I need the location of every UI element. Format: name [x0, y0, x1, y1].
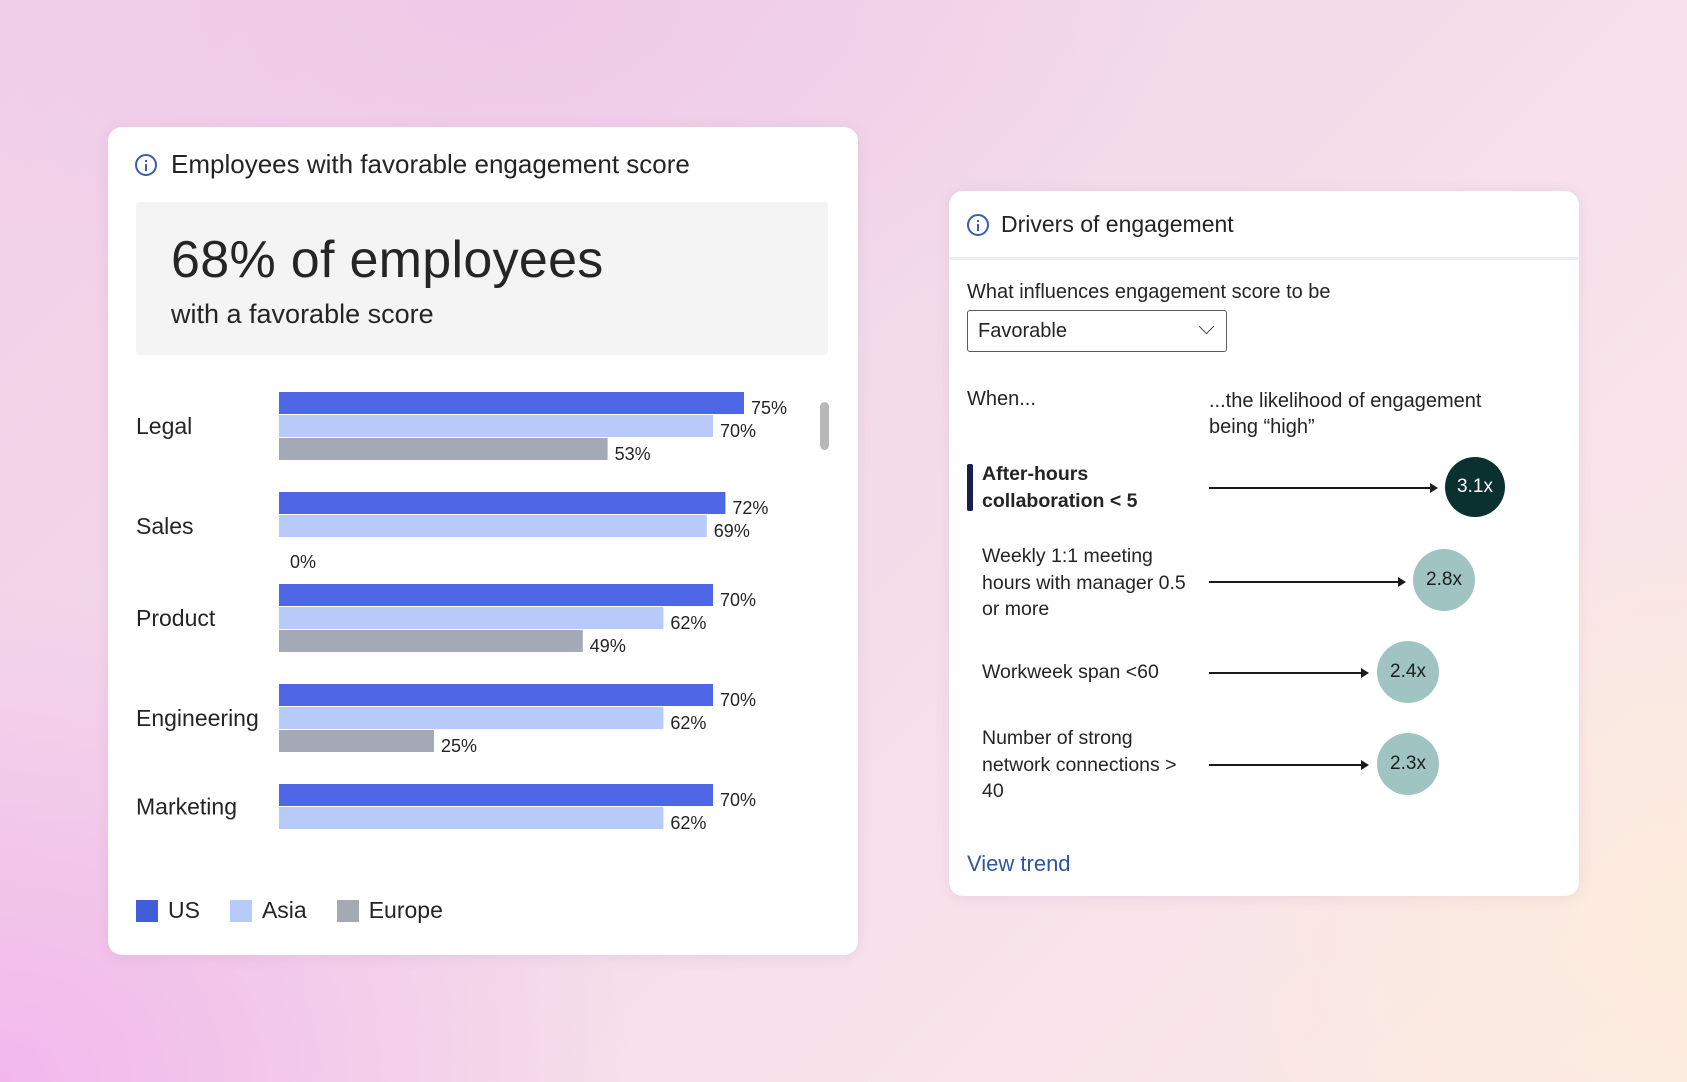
driver-arrow [1209, 577, 1406, 587]
summary-box: 68% of employees with a favorable score [136, 202, 828, 355]
bar-sales-us[interactable] [279, 492, 726, 514]
bar-engineering-us[interactable] [279, 684, 713, 706]
category-label-product: Product [136, 605, 216, 631]
engagement-card-header: Employees with favorable engagement scor… [135, 149, 690, 180]
dropdown-selected-value: Favorable [978, 319, 1067, 342]
data-label-product-asia: 62% [670, 613, 706, 633]
bar-product-asia[interactable] [279, 607, 664, 629]
data-label-sales-us: 72% [732, 498, 768, 518]
legend-item-us: US [136, 897, 200, 924]
drivers-card-header: Drivers of engagement [967, 211, 1234, 238]
column-header-likelihood: ...the likelihood of engagement being “h… [1209, 390, 1482, 438]
bar-product-europe[interactable] [279, 630, 583, 652]
engagement-score-card: Employees with favorable engagement scor… [108, 127, 858, 955]
category-label-marketing: Marketing [136, 794, 237, 820]
influence-question: What influences engagement score to be [967, 281, 1331, 303]
bar-legal-europe[interactable] [279, 438, 608, 460]
legend-label-asia: Asia [261, 897, 307, 923]
legend-swatch-asia [229, 899, 252, 922]
data-label-engineering-us: 70% [720, 690, 756, 710]
legend-item-europe: Europe [336, 897, 443, 924]
driver-label-workweek-span: Workweek span <60 [982, 661, 1159, 683]
data-label-engineering-asia: 62% [670, 713, 706, 733]
data-label-product-us: 70% [720, 590, 756, 610]
driver-bubble-network-connections: 2.3x [1377, 733, 1439, 795]
data-label-marketing-asia: 62% [670, 813, 706, 833]
bar-legal-asia[interactable] [279, 415, 713, 437]
legend-label-us: US [168, 897, 200, 923]
data-label-marketing-us: 70% [720, 790, 756, 810]
info-icon[interactable] [967, 213, 989, 236]
driver-bubble-after-hours: 3.1x [1445, 457, 1505, 517]
driver-label-network-connections: Number of strong network connections > 4… [982, 727, 1177, 802]
bar-legal-us[interactable] [279, 392, 744, 414]
driver-arrow [1209, 668, 1369, 678]
data-label-sales-asia: 69% [714, 521, 750, 541]
data-label-legal-asia: 70% [720, 421, 756, 441]
bar-marketing-asia[interactable] [279, 807, 664, 829]
category-label-sales: Sales [136, 513, 194, 539]
driver-label-weekly-meeting: Weekly 1:1 meeting hours with manager 0.… [982, 545, 1186, 620]
column-header-when: When... [967, 388, 1036, 410]
summary-subheadline: with a favorable score [171, 299, 434, 329]
legend-swatch-europe [336, 899, 359, 922]
legend-swatch-us [136, 899, 158, 922]
data-label-engineering-europe: 25% [441, 736, 477, 756]
data-label-sales-europe: 0% [290, 552, 316, 572]
info-icon[interactable] [135, 153, 157, 176]
drivers-card: Drivers of engagement What influences en… [949, 191, 1579, 896]
bar-marketing-us[interactable] [279, 784, 713, 806]
driver-arrow [1209, 483, 1438, 493]
data-label-legal-us: 75% [751, 398, 787, 418]
engagement-bar-chart: Legal 75% 70% 53% Sales 72% 69% 0% Product 70% 62%… [136, 392, 787, 833]
chart-legend: US Asia Europe [136, 897, 473, 924]
view-trend-link[interactable]: View trend [967, 851, 1071, 876]
bar-engineering-asia[interactable] [279, 707, 664, 729]
data-label-product-europe: 49% [590, 636, 626, 656]
driver-arrow [1209, 760, 1369, 770]
data-label-legal-europe: 53% [615, 444, 651, 464]
bar-product-us[interactable] [279, 584, 713, 606]
engagement-card-title: Employees with favorable engagement scor… [171, 149, 690, 179]
driver-bubble-weekly-meeting: 2.8x [1413, 549, 1475, 611]
score-dropdown[interactable]: Favorable [967, 310, 1227, 352]
chevron-down-icon [1198, 318, 1215, 335]
driver-bubble-workweek-span: 2.4x [1377, 641, 1439, 703]
bar-engineering-europe[interactable] [279, 730, 434, 752]
summary-headline: 68% of employees [171, 231, 604, 289]
header-divider [949, 257, 1579, 260]
drivers-card-title: Drivers of engagement [1001, 211, 1234, 237]
category-label-engineering: Engineering [136, 705, 259, 731]
legend-item-asia: Asia [229, 897, 307, 924]
selected-driver-marker [967, 464, 973, 511]
legend-label-europe: Europe [368, 897, 443, 923]
category-label-legal: Legal [136, 413, 192, 439]
bar-sales-asia[interactable] [279, 515, 707, 537]
chart-scrollbar[interactable] [820, 402, 829, 450]
driver-label-after-hours: After-hours collaboration < 5 [982, 463, 1138, 512]
